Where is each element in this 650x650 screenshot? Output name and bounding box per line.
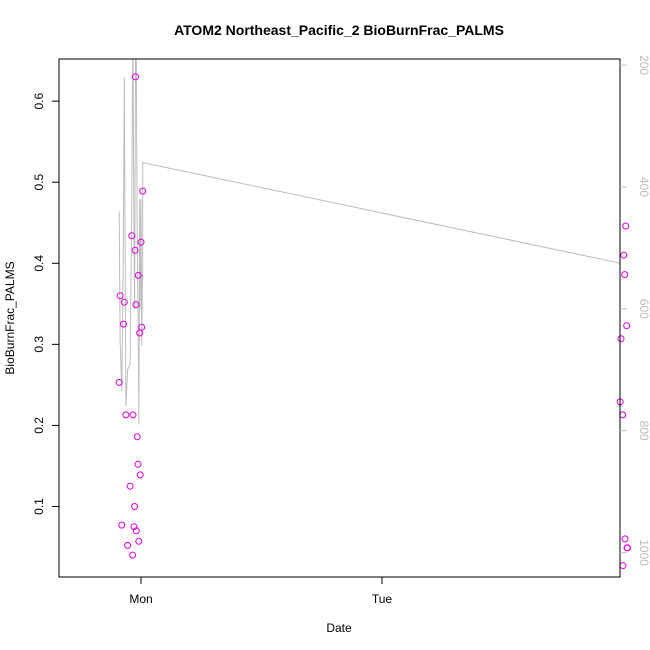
data-point xyxy=(139,187,147,195)
data-point xyxy=(126,482,134,490)
y-axis-left: 0.1 0.2 0.3 0.4 0.5 0.6 xyxy=(32,93,59,515)
data-point xyxy=(623,544,631,552)
y2-tick-label: 200 xyxy=(637,55,650,75)
data-point xyxy=(623,322,631,330)
data-point xyxy=(135,537,143,545)
plot-frame xyxy=(58,58,621,578)
y-tick-label: 0.4 xyxy=(32,255,46,272)
y-tick-label: 0.1 xyxy=(32,498,46,515)
y2-tick-label: 400 xyxy=(637,177,650,197)
gray-line-series xyxy=(118,59,620,425)
data-point xyxy=(621,535,629,543)
x-tick-label: Mon xyxy=(129,592,152,606)
data-point xyxy=(134,271,142,279)
data-point xyxy=(122,411,130,419)
data-point xyxy=(128,232,136,240)
data-point xyxy=(621,271,629,279)
y2-tick-label: 1000 xyxy=(637,539,650,566)
data-point xyxy=(133,433,141,441)
data-point xyxy=(132,73,139,81)
data-point xyxy=(129,551,137,559)
y-tick-label: 0.2 xyxy=(32,417,46,434)
data-point xyxy=(617,335,625,343)
y-axis-label: BioBurnFrac_PALMS xyxy=(3,261,17,374)
data-point xyxy=(619,562,627,570)
y-tick-label: 0.5 xyxy=(32,174,46,191)
data-point xyxy=(620,251,628,259)
data-point xyxy=(129,411,137,419)
data-point xyxy=(115,378,123,386)
y2-tick-label: 800 xyxy=(637,421,650,441)
data-point xyxy=(137,238,145,246)
data-point xyxy=(136,471,144,479)
y-tick-label: 0.6 xyxy=(32,93,46,110)
x-axis-label: Date xyxy=(326,621,352,635)
data-point xyxy=(131,246,139,254)
data-point xyxy=(130,523,138,531)
series-line xyxy=(118,59,620,425)
data-point xyxy=(622,222,630,230)
data-point xyxy=(116,292,124,300)
data-point xyxy=(138,323,146,331)
scatter-points xyxy=(115,73,631,570)
data-point xyxy=(131,503,139,510)
data-point xyxy=(132,301,140,309)
data-point xyxy=(124,541,132,549)
y-tick-label: 0.3 xyxy=(32,336,46,353)
data-point xyxy=(119,320,127,328)
data-point xyxy=(619,411,627,419)
x-tick-label: Tue xyxy=(372,592,393,606)
chart-title: ATOM2 Northeast_Pacific_2 BioBurnFrac_PA… xyxy=(174,22,504,38)
data-point xyxy=(118,521,126,529)
y2-tick-label: 600 xyxy=(637,299,650,319)
x-axis: Mon Tue xyxy=(129,577,392,606)
data-point xyxy=(134,460,142,468)
data-point xyxy=(132,527,140,535)
y-axis-right: 200 400 600 800 1000 xyxy=(620,55,650,566)
data-point xyxy=(120,298,128,306)
